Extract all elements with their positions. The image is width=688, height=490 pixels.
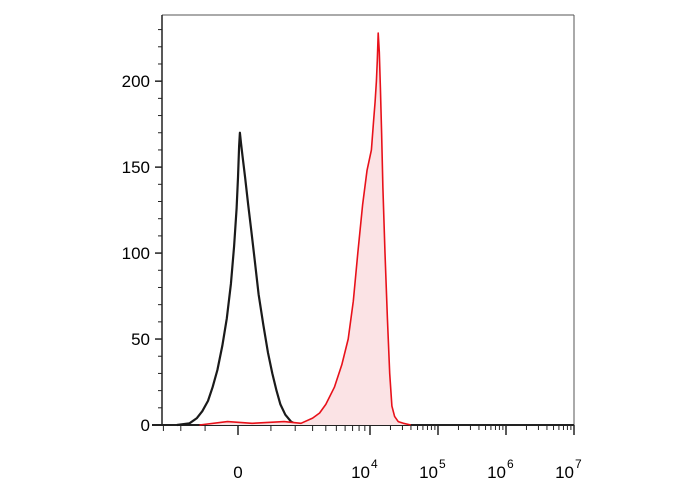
x-axis: 0 10 4 10 5 10 6 10 7	[162, 425, 582, 482]
x-tick-label: 0	[233, 463, 242, 482]
x-tick-label: 10	[351, 463, 370, 482]
y-axis: 0 50 100 150 200	[122, 29, 162, 435]
series-layer	[176, 32, 412, 427]
x-tick-exponent: 7	[575, 457, 582, 471]
x-tick-label: 10	[555, 463, 574, 482]
y-tick-label: 100	[122, 244, 150, 263]
series-1-area	[199, 33, 411, 425]
x-tick-label: 10	[487, 463, 506, 482]
y-tick-label: 0	[141, 416, 150, 435]
x-tick-exponent: 4	[371, 457, 378, 471]
series-0-line	[176, 131, 298, 427]
y-tick-label: 50	[131, 330, 150, 349]
x-tick-exponent: 5	[439, 457, 446, 471]
y-tick-label: 150	[122, 158, 150, 177]
x-tick-label: 10	[419, 463, 438, 482]
series-1-line	[199, 32, 412, 426]
x-tick-exponent: 6	[507, 457, 514, 471]
y-tick-label: 200	[122, 72, 150, 91]
